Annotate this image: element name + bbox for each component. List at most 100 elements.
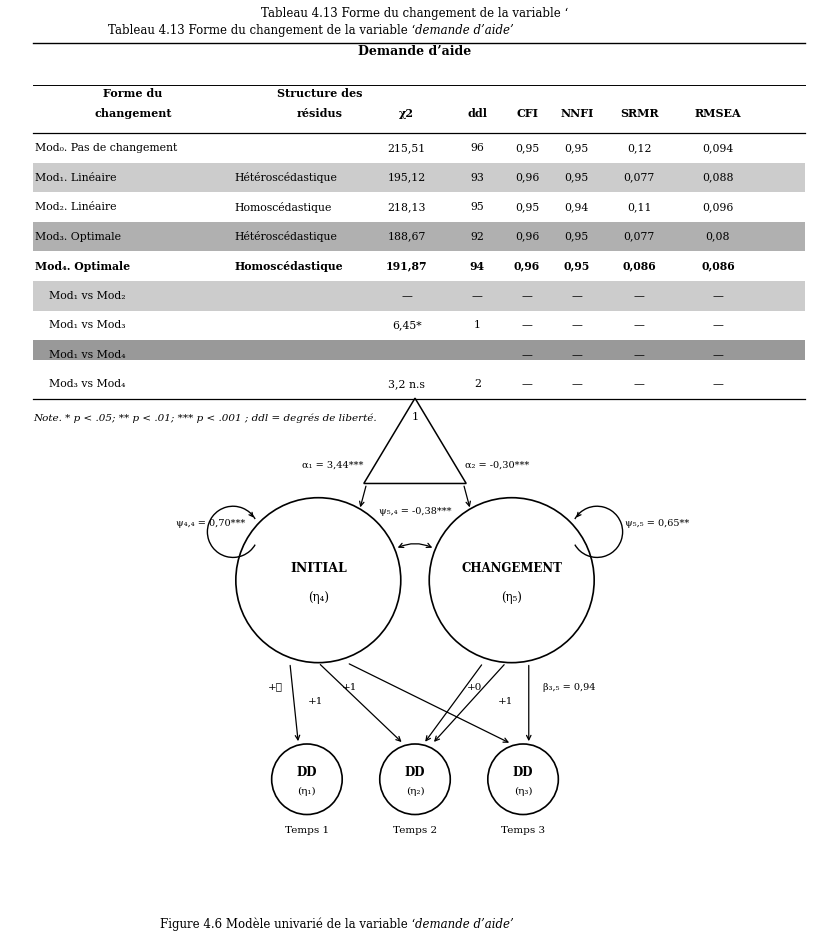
Text: Tableau 4.13 Forme du changement de la variable ‘: Tableau 4.13 Forme du changement de la v… [108, 24, 415, 37]
Text: 96: 96 [471, 143, 484, 153]
Text: 0,086: 0,086 [622, 261, 656, 272]
Text: NNFI: NNFI [560, 108, 593, 119]
Text: (η₁): (η₁) [298, 787, 316, 796]
Text: —: — [571, 291, 583, 301]
Text: α₂ = -0,30***: α₂ = -0,30*** [466, 461, 530, 469]
Text: Temps 2: Temps 2 [393, 826, 437, 835]
Bar [33, 222, 805, 251]
Text: Forme du: Forme du [103, 88, 163, 100]
Text: Tableau 4.13 Forme du changement de la variable ‘: Tableau 4.13 Forme du changement de la v… [261, 8, 569, 20]
Text: 195,12: 195,12 [388, 173, 426, 183]
Text: +1: +1 [342, 683, 357, 691]
Text: (η₅): (η₅) [501, 591, 522, 604]
Text: changement: changement [94, 108, 172, 119]
Text: Mod₁ vs Mod₃: Mod₁ vs Mod₃ [35, 320, 125, 330]
Text: 215,51: 215,51 [388, 143, 426, 153]
Text: 0,08: 0,08 [706, 231, 730, 242]
Text: Mod₄. Optimale: Mod₄. Optimale [35, 261, 130, 272]
Text: 0,088: 0,088 [702, 173, 734, 183]
Text: +ℓ: +ℓ [268, 683, 283, 691]
Text: Hétéroscédastique: Hétéroscédastique [234, 231, 337, 242]
Text: 188,67: 188,67 [388, 231, 426, 242]
Text: 0,12: 0,12 [627, 143, 652, 153]
Text: Mod₂. Linéaire: Mod₂. Linéaire [35, 202, 116, 212]
Text: +1: +1 [308, 697, 323, 705]
Text: 0,96: 0,96 [515, 173, 540, 183]
Text: Temps 1: Temps 1 [285, 826, 329, 835]
Text: 94: 94 [470, 261, 485, 272]
Bar [33, 281, 805, 311]
Text: —: — [401, 291, 413, 301]
Text: 0,94: 0,94 [564, 202, 589, 212]
Text: α₁ = 3,44***: α₁ = 3,44*** [302, 461, 364, 469]
Text: 0,95: 0,95 [564, 231, 589, 242]
Text: 0,96: 0,96 [515, 231, 540, 242]
Text: 0,95: 0,95 [564, 143, 589, 153]
Text: 191,87: 191,87 [386, 261, 427, 272]
Text: 1: 1 [412, 412, 418, 423]
Text: ddl: ddl [467, 108, 487, 119]
Text: Hétéroscédastique: Hétéroscédastique [234, 173, 337, 183]
Text: 0,094: 0,094 [702, 143, 734, 153]
Text: 0,95: 0,95 [515, 202, 540, 212]
Text: —: — [633, 320, 645, 330]
Text: Figure 4.6 Modèle univarié de la variable ‘: Figure 4.6 Modèle univarié de la variabl… [159, 918, 415, 931]
Text: 92: 92 [471, 231, 484, 242]
Text: 0,96: 0,96 [514, 261, 540, 272]
Text: Mod₃. Optimale: Mod₃. Optimale [35, 231, 121, 242]
Text: Mod₀. Pas de changement: Mod₀. Pas de changement [35, 143, 177, 153]
Text: —: — [521, 320, 533, 330]
Text: +1: +1 [498, 697, 514, 705]
Text: 6,45*: 6,45* [392, 320, 422, 330]
Text: —: — [633, 291, 645, 301]
Text: β₃,₅ = 0,94: β₃,₅ = 0,94 [543, 683, 595, 691]
Text: Homoscédastique: Homoscédastique [234, 261, 343, 272]
Text: 218,13: 218,13 [388, 202, 426, 212]
Text: Homoscédastique: Homoscédastique [234, 202, 331, 212]
Text: 0,077: 0,077 [623, 231, 655, 242]
Text: χ2: χ2 [399, 108, 414, 119]
Text: —: — [571, 379, 583, 390]
Text: 0,086: 0,086 [701, 261, 735, 272]
Text: Demande d’aide: Demande d’aide [359, 46, 471, 58]
Text: Mod₁ vs Mod₄: Mod₁ vs Mod₄ [35, 350, 125, 360]
Text: Tableau 4.13 Forme du changement de la variable ‘demande d’aide’: Tableau 4.13 Forme du changement de la v… [0, 947, 1, 948]
Text: ψ₅,₄ = -0,38***: ψ₅,₄ = -0,38*** [378, 507, 452, 517]
Text: demande d’aide’: demande d’aide’ [415, 24, 514, 37]
Text: —: — [712, 379, 724, 390]
Text: 2: 2 [474, 379, 481, 390]
Text: —: — [633, 379, 645, 390]
Text: DD: DD [513, 766, 534, 779]
Text: (η₄): (η₄) [308, 591, 329, 604]
Text: CHANGEMENT: CHANGEMENT [461, 562, 562, 575]
Text: Mod₃ vs Mod₄: Mod₃ vs Mod₄ [35, 379, 125, 390]
Text: —: — [471, 291, 483, 301]
Text: —: — [571, 350, 583, 360]
Text: 0,096: 0,096 [702, 202, 734, 212]
Text: RMSEA: RMSEA [695, 108, 741, 119]
Text: résidus: résidus [296, 108, 343, 119]
Text: (η₃): (η₃) [514, 787, 532, 796]
Text: Note. * p < .05; ** p < .01; *** p < .001 ; ddl = degrés de liberté.: Note. * p < .05; ** p < .01; *** p < .00… [33, 413, 377, 423]
Text: —: — [712, 350, 724, 360]
Text: —: — [633, 350, 645, 360]
Text: INITIAL: INITIAL [290, 562, 347, 575]
Text: 95: 95 [471, 202, 484, 212]
Text: Mod₁ vs Mod₂: Mod₁ vs Mod₂ [35, 291, 125, 301]
Text: —: — [521, 350, 533, 360]
Bar [33, 163, 805, 192]
Bar [33, 340, 805, 370]
Text: SRMR: SRMR [620, 108, 658, 119]
Text: Structure des: Structure des [276, 88, 363, 100]
Text: —: — [521, 291, 533, 301]
Text: (η₂): (η₂) [406, 787, 424, 796]
Text: 1: 1 [474, 320, 481, 330]
Text: —: — [521, 379, 533, 390]
Text: +0: +0 [467, 683, 482, 691]
Text: 3,2 n.s: 3,2 n.s [388, 379, 425, 390]
Text: —: — [712, 291, 724, 301]
Text: 93: 93 [471, 173, 484, 183]
Text: 0,95: 0,95 [564, 173, 589, 183]
Text: CFI: CFI [516, 108, 538, 119]
Text: 0,95: 0,95 [515, 143, 540, 153]
